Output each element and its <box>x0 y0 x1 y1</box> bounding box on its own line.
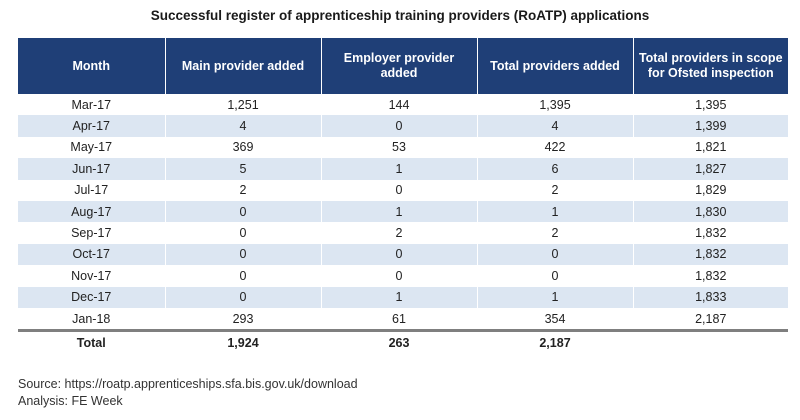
cell-total-added: 422 <box>477 136 634 159</box>
cell-employer-provider: 0 <box>321 115 478 137</box>
cell-main-provider: 5 <box>165 158 322 180</box>
cell-month: May-17 <box>18 136 166 159</box>
cell-month: Aug-17 <box>18 200 166 223</box>
cell-total-added: 2 <box>477 179 634 201</box>
cell-total-added: 1,395 <box>477 94 634 116</box>
table-row: Aug-17 0 1 1 1,830 <box>18 200 788 223</box>
column-header-main-provider: Main provider added <box>165 38 322 94</box>
table-row: Dec-17 0 1 1 1,833 <box>18 286 788 308</box>
cell-total-added: 1 <box>477 286 634 308</box>
cell-month: Jan-18 <box>18 307 166 333</box>
cell-in-scope: 1,395 <box>695 97 727 112</box>
table-title: Successful register of apprenticeship tr… <box>150 8 650 23</box>
column-header-total-added: Total providers added <box>477 38 634 94</box>
cell-main-provider: 0 <box>165 265 322 287</box>
cell-month: Oct-17 <box>18 243 166 266</box>
cell-in-scope: 1,832 <box>695 226 727 241</box>
table-row: Nov-17 0 0 0 1,832 <box>18 265 788 287</box>
column-header-employer-provider: Employer provider added <box>321 38 478 94</box>
cell-total-added: 0 <box>477 265 634 287</box>
cell-month: Jul-17 <box>18 179 166 201</box>
cell-main-provider: 293 <box>165 307 322 333</box>
cell-employer-provider: 61 <box>321 307 478 333</box>
header-row: Month Main provider added Employer provi… <box>18 38 788 94</box>
source-note: Source: https://roatp.apprenticeships.sf… <box>18 377 358 391</box>
cell-in-scope: 1,832 <box>633 243 788 266</box>
cell-in-scope: 1,399 <box>633 115 788 137</box>
column-header-month: Month <box>18 38 166 94</box>
cell-month: Sep-17 <box>18 222 166 244</box>
table-body: Mar-17 1,251 144 1,395 1,395 Apr-17 4 0 4 1,399 Ma… <box>18 94 788 355</box>
cell-main-provider: 0 <box>165 222 322 244</box>
cell-month: Mar-17 <box>18 94 166 116</box>
cell-month: Dec-17 <box>18 286 166 308</box>
total-cell-main-provider: 1,924 <box>165 330 322 355</box>
cell-main-provider: 2 <box>165 179 322 201</box>
cell-in-scope: 1,827 <box>633 158 788 180</box>
cell-employer-provider: 1 <box>321 286 478 308</box>
total-cell-total-added: 2,187 <box>477 330 634 355</box>
cell-in-scope: 2,187 <box>633 307 788 333</box>
cell-in-scope: 1,833 <box>633 286 788 308</box>
cell-main-provider: 1,251 <box>165 94 322 116</box>
cell-total-added: 354 <box>477 307 634 333</box>
table-row: Jun-17 5 1 6 1,827 <box>18 158 788 180</box>
cell-main-provider: 0 <box>165 286 322 308</box>
cell-main-provider: 0 <box>165 200 322 223</box>
total-cell-in-scope <box>633 330 788 355</box>
cell-total-added: 6 <box>477 158 634 180</box>
cell-total-added: 2 <box>477 222 634 244</box>
cell-employer-provider: 2 <box>321 222 478 244</box>
cell-month: Apr-17 <box>18 115 166 137</box>
table-row: May-17 369 53 422 1,821 <box>18 136 788 159</box>
cell-in-scope: 1,829 <box>695 183 727 198</box>
cell-month: Jun-17 <box>18 158 166 180</box>
cell-main-provider: 369 <box>165 136 322 159</box>
total-cell-employer-provider: 263 <box>321 330 478 355</box>
table-row: Oct-17 0 0 0 1,832 <box>18 243 788 266</box>
cell-employer-provider: 0 <box>321 243 478 266</box>
column-header-in-scope: Total providers in scope for Ofsted insp… <box>633 38 788 94</box>
cell-employer-provider: 0 <box>321 179 478 201</box>
cell-employer-provider: 1 <box>321 200 478 223</box>
table-row: Sep-17 0 2 2 1,832 <box>18 222 788 244</box>
table-footer: Source: https://roatp.apprenticeships.sf… <box>18 376 358 410</box>
analysis-note: Analysis: FE Week <box>18 394 123 408</box>
cell-main-provider: 0 <box>165 243 322 266</box>
cell-in-scope: 1,832 <box>695 268 727 283</box>
cell-month: Nov-17 <box>18 265 166 287</box>
cell-employer-provider: 1 <box>321 158 478 180</box>
roatp-table: Month Main provider added Employer provi… <box>18 38 788 355</box>
cell-in-scope: 1,821 <box>695 140 727 155</box>
cell-total-added: 0 <box>477 243 634 266</box>
total-row: Total 1,924 263 2,187 <box>18 330 788 355</box>
cell-total-added: 1 <box>477 200 634 223</box>
cell-employer-provider: 144 <box>321 94 478 116</box>
table-row: Jul-17 2 0 2 1,829 <box>18 179 788 201</box>
cell-in-scope: 1,830 <box>633 200 788 223</box>
cell-main-provider: 4 <box>165 115 322 137</box>
cell-employer-provider: 0 <box>321 265 478 287</box>
cell-total-added: 4 <box>477 115 634 137</box>
table-row: Mar-17 1,251 144 1,395 1,395 <box>18 94 788 116</box>
cell-employer-provider: 53 <box>321 136 478 159</box>
total-cell-month: Total <box>18 330 166 355</box>
table-row: Apr-17 4 0 4 1,399 <box>18 115 788 137</box>
table-row: Jan-18 293 61 354 2,187 <box>18 307 788 333</box>
